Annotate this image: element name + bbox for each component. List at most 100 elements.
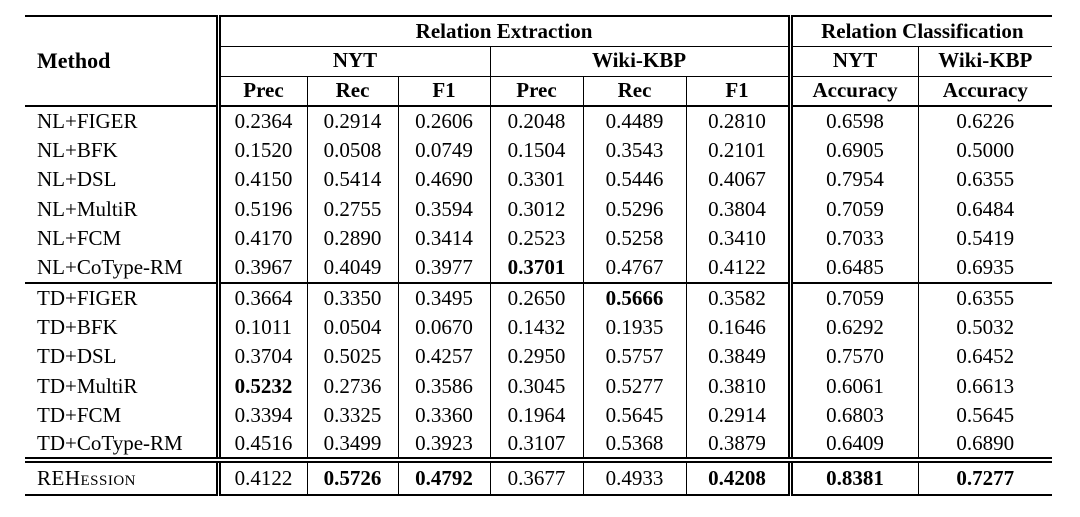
metric-value: 0.3594 [398,194,491,224]
metric-value: 0.4170 [218,224,308,254]
metric-value: 0.3107 [490,430,584,460]
metric-value: 0.7033 [790,224,919,254]
metric-value: 0.6905 [790,135,919,165]
metric-value: 0.6803 [790,401,919,431]
metric-value: 0.0749 [398,135,491,165]
metric-value: 0.2755 [307,194,399,224]
metric-header-accuracy-wiki: Accuracy [918,76,1053,107]
metric-value: 0.6598 [790,106,919,136]
table-row: NL+FCM 0.4170 0.2890 0.3414 0.2523 0.5258 0.34… [25,224,1052,254]
metric-value: 0.4690 [398,165,491,195]
metric-value: 0.2914 [307,106,399,136]
metric-value: 0.3360 [398,401,491,431]
metric-value: 0.5419 [956,226,1015,251]
metric-header-prec-wiki: Prec [490,76,584,107]
table-row: NL+DSL 0.4150 0.5414 0.4690 0.3301 0.5446 0.40… [25,165,1052,195]
method-name: REHession [25,457,221,496]
metric-value: 0.5368 [583,430,687,460]
table-body: NL+FIGER 0.2364 0.2914 0.2606 0.2048 0.4489 0.… [25,106,1053,496]
table-row: TD+FCM 0.3394 0.3325 0.3360 0.1964 0.5645 0.29… [25,401,1052,431]
metric-value: 0.7277 [918,457,1053,496]
metric-value: 0.3350 [307,282,399,313]
metric-value: 0.5025 [307,342,399,372]
metric-value: 0.5726 [307,457,399,496]
metric-value: 0.3677 [490,457,584,496]
method-name: NL+BFK [25,135,221,165]
metric-value: 0.3967 [218,253,308,283]
metric-value: 0.5446 [583,165,687,195]
metric-value: 0.2606 [398,106,491,136]
results-table: Method Relation Extraction Relation Clas… [25,15,1053,496]
metric-value: 0.4150 [218,165,308,195]
metric-value: 0.2914 [686,401,793,431]
metric-value: 0.2950 [490,342,584,372]
metric-value: 0.3410 [686,224,793,254]
dataset-header-wikikbp-re: Wiki-KBP [490,46,793,77]
metric-value: 0.3543 [583,135,687,165]
table-row: TD+MultiR 0.5232 0.2736 0.3586 0.3045 0.5277 0… [25,371,1052,401]
metric-value: 0.0508 [307,135,399,165]
metric-value: 0.3301 [490,165,584,195]
metric-value: 0.0504 [307,312,399,342]
metric-value: 0.4049 [307,253,399,283]
paper-table-figure: Method Relation Extraction Relation Clas… [25,15,1053,496]
metric-value: 0.7954 [790,165,919,195]
metric-value: 0.4792 [398,457,491,496]
table-row: TD+DSL 0.3704 0.5025 0.4257 0.2950 0.5757 0.38… [25,342,1052,372]
metric-value: 0.6935 [956,255,1015,280]
metric-value: 0.6485 [790,253,919,283]
metric-value: 0.2736 [307,371,399,401]
relation-extraction-group-header: Relation Extraction [218,15,793,47]
metric-value: 0.5666 [583,282,687,313]
metric-value: 0.4767 [583,253,687,283]
metric-value: 0.1011 [218,312,308,342]
metric-value: 0.1432 [490,312,584,342]
metric-value: 0.4067 [686,165,793,195]
table-header: Method Relation Extraction Relation Clas… [25,15,1053,107]
metric-header-rec-wiki: Rec [583,76,687,107]
metric-value: 0.4257 [398,342,491,372]
metric-value: 0.5000 [956,137,1015,162]
metric-value: 0.3977 [398,253,491,283]
metric-value: 0.5645 [583,401,687,431]
header-metric-row: Prec Rec F1 Prec Rec F1 Accuracy Accurac… [25,76,1053,107]
metric-value: 0.1964 [490,401,584,431]
metric-value: 0.4516 [218,430,308,460]
dataset-header-nyt-rc: NYT [790,46,919,77]
metric-value: 0.3045 [490,371,584,401]
metric-value: 0.3704 [218,342,308,372]
metric-value: 0.6409 [790,430,919,460]
metric-value: 0.6484 [956,196,1015,221]
header-group-row: Method Relation Extraction Relation Clas… [25,15,1053,107]
metric-value: 0.2048 [490,106,584,136]
metric-header-accuracy-nyt: Accuracy [790,76,919,107]
metric-value: 0.5296 [583,194,687,224]
metric-value: 0.5258 [583,224,687,254]
metric-value: 0.4933 [583,457,687,496]
metric-value: 0.8381 [790,457,919,496]
metric-value: 0.5414 [307,165,399,195]
method-name: TD+MultiR [25,371,221,401]
metric-value: 0.2364 [218,106,308,136]
method-name: TD+DSL [25,342,221,372]
metric-value: 0.2810 [686,106,793,136]
metric-value: 0.4122 [686,253,793,283]
relation-classification-group-header: Relation Classification [790,15,1053,47]
table-row: TD+BFK 0.1011 0.0504 0.0670 0.1432 0.1935 0.16… [25,312,1052,342]
metric-value: 0.4122 [218,457,308,496]
metric-value: 0.3414 [398,224,491,254]
table-row: NL+BFK 0.1520 0.0508 0.0749 0.1504 0.3543 0.21… [25,135,1052,165]
metric-value: 0.6452 [956,344,1015,369]
metric-value: 0.2890 [307,224,399,254]
metric-value: 0.4489 [583,106,687,136]
metric-value: 0.5196 [218,194,308,224]
metric-value: 0.3849 [686,342,793,372]
table-row: REHession 0.4122 0.5726 0.4792 0.3677 0.4933 0… [25,457,1053,496]
metric-value: 0.6226 [956,108,1015,133]
method-name: TD+BFK [25,312,221,342]
metric-value: 0.1646 [686,312,793,342]
metric-value: 0.4208 [686,457,793,496]
metric-value: 0.1504 [490,135,584,165]
metric-header-f1-wiki: F1 [686,76,793,107]
method-name: NL+FIGER [25,106,221,136]
